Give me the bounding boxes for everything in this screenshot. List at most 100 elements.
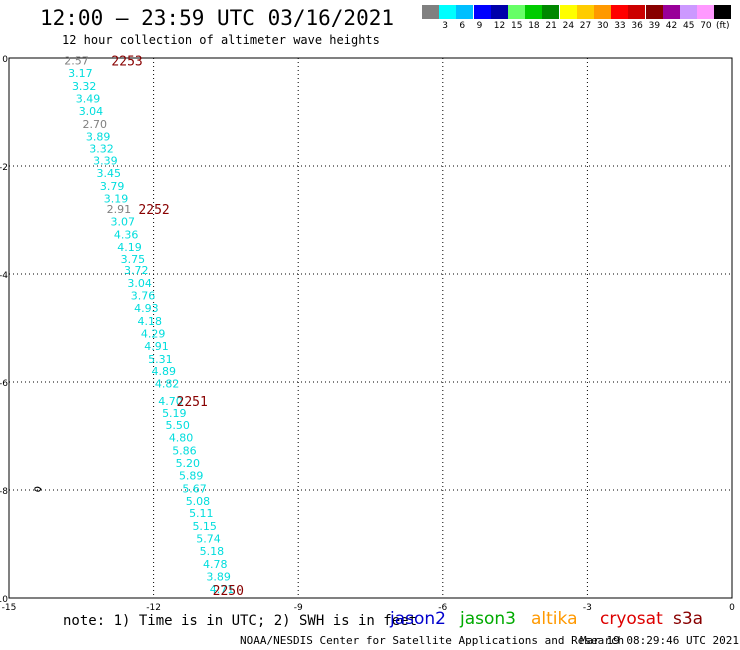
legend-bin-label: 3 [442,21,448,31]
swh-observation: 3.07 [111,216,136,229]
generated-timestamp: Mar 19 08:29:46 UTC 2021 [580,634,739,647]
swh-observation: 5.15 [192,520,217,533]
swh-observation: 5.74 [196,533,221,546]
legend-swatch [525,5,543,19]
lat-tick-label: -4 [0,271,8,281]
swh-observation: 5.19 [162,407,187,420]
swh-observation: 3.72 [124,264,149,277]
legend-swatch [697,5,715,19]
swh-observation: 3.32 [72,80,97,93]
satellite-label: altika [531,609,578,629]
lon-tick-label: -3 [583,603,592,613]
swh-observation: 3.19 [104,192,129,205]
swh-observation: 2.70 [83,118,108,131]
swh-observation: 4.78 [203,558,228,571]
legend-swatch [508,5,525,19]
swh-observation: 3.76 [131,290,156,303]
lat-tick-label: -2 [0,163,8,173]
swh-observation: 3.17 [68,67,93,80]
lon-tick-label: -9 [294,603,303,613]
swh-observation: 2.91 [107,203,132,216]
legend-bin-label: 9 [476,21,483,31]
lat-tick-label: 0 [2,55,8,65]
credit-text: NOAA/NESDIS Center for Satellite Applica… [240,634,625,647]
swh-observation: 4.91 [144,340,169,353]
legend-bin-label: 42 [665,21,678,31]
swh-observation: 4.36 [114,229,139,242]
swh-observation: 3.04 [127,277,152,290]
legend-bin-label: 27 [579,21,592,31]
swh-observation: 5.89 [179,469,204,482]
satellite-label: jason2 [390,609,446,629]
island-outline [34,486,42,492]
swh-observation: 4.82 [155,378,180,391]
legend-swatch [559,5,577,19]
legend-swatch [594,5,611,19]
lon-tick-label: -12 [146,603,161,613]
legend-bin-label: 33 [614,21,626,31]
legend-swatch [662,5,680,19]
swh-observation: 5.08 [186,495,211,508]
swh-observation: 5.11 [189,507,214,520]
swh-observation: 5.67 [182,482,207,495]
lon-tick-label: -15 [2,603,17,613]
swh-observation: 5.86 [172,445,197,458]
legend-bin-label: 21 [545,21,557,31]
legend-bin-label: 36 [631,21,643,31]
map-frame [8,57,733,599]
page-subtitle: 12 hour collection of altimeter wave hei… [62,33,380,47]
legend-bin-label: 70 [700,21,712,31]
legend-bin-label: 12 [493,21,506,31]
lat-tick-label: -8 [0,487,8,497]
swh-observation: 3.39 [93,155,118,168]
legend-swatch [611,5,629,19]
swh-observation: 3.89 [206,570,231,583]
swh-observation: 3.04 [79,105,104,118]
swh-observation: 3.89 [86,130,111,143]
swh-observation: 4.93 [134,302,159,315]
satellite-label: cryosat [600,609,663,629]
legend-swatch [680,5,697,19]
pass-time-label: 2252 [138,203,169,218]
swh-observation: 3.45 [97,167,122,180]
swh-observation: 5.50 [165,419,190,432]
lon-tick-label: -6 [438,603,447,613]
swh-observation: 4.19 [117,241,142,254]
swh-observation: 3.79 [100,180,125,193]
note-text: note: 1) Time is in UTC; 2) SWH is in fe… [63,613,418,629]
swh-observation: 4.70 [158,395,183,408]
legend-swatch [714,5,732,19]
lat-tick-label: -6 [0,379,8,389]
legend-bin-label: 18 [528,21,540,31]
swh-observation: 3.32 [89,143,114,156]
pass-time-label: 2253 [111,55,142,70]
pass-time-label: 2251 [177,395,208,410]
swh-observation: 3.75 [121,253,146,266]
legend-swatch [576,5,594,19]
legend-swatch [490,5,508,19]
swh-observation: 4.18 [137,315,162,328]
legend-bin-label: 6 [459,21,466,31]
swh-observation: 4.71 [210,583,235,596]
satellite-label: s3a [673,609,704,629]
legend-bin-label: 15 [511,21,523,31]
legend-swatch [473,5,491,19]
pass-time-label: 2250 [213,584,244,599]
lon-tick-label: 0 [729,603,735,613]
legend-swatch [645,5,663,19]
lat-tick-label: -10 [0,595,8,605]
legend-bin-label: 45 [683,21,695,31]
legend-bin-label: 30 [597,21,609,31]
legend-bin-label: 24 [562,21,575,31]
swh-observation: 2.57 [64,55,89,68]
legend-bin-label: 39 [648,21,661,31]
swh-observation: 5.31 [148,353,173,366]
swh-observation: 4.29 [141,327,166,340]
legend-swatch [456,5,474,19]
legend-swatch [542,5,560,19]
swh-observation: 5.20 [176,457,201,470]
legend-swatch [439,5,457,19]
swh-observation: 4.89 [151,365,176,378]
legend-unit: (ft) [716,21,730,31]
